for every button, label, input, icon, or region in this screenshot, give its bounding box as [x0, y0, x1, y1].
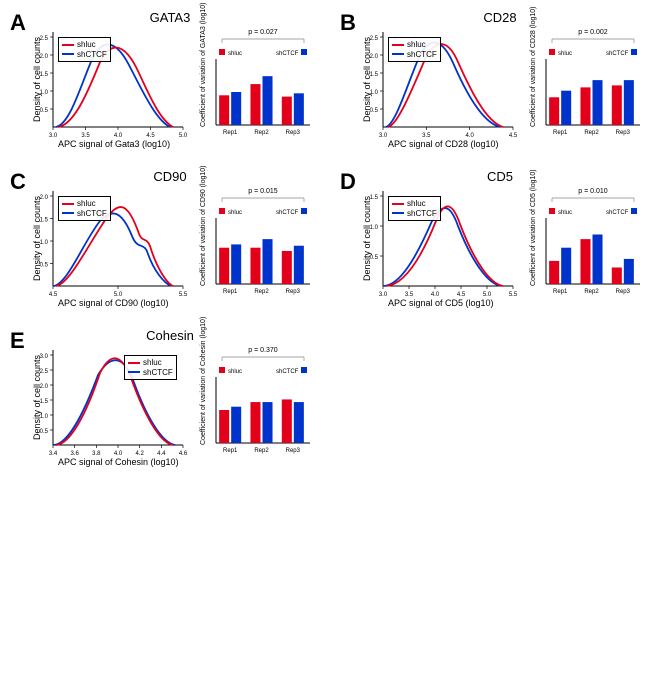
bar-svg: p = 0.010 shluc shCTCF Rep1 Rep2 Rep3: [524, 186, 644, 296]
bar-svg: p = 0.015 shluc shCTCF Rep1 Rep2 Rep3: [194, 186, 314, 296]
svg-text:shluc: shluc: [228, 210, 242, 216]
svg-text:shCTCF: shCTCF: [606, 210, 629, 216]
panel-D: D CD5 0.5 1.0 1.5 3.0 3.5 4.0 4.5 5.0 5.…: [340, 169, 650, 308]
svg-text:Rep2: Rep2: [584, 130, 599, 136]
svg-text:p = 0.002: p = 0.002: [578, 29, 607, 36]
svg-text:p = 0.015: p = 0.015: [248, 188, 277, 195]
bar-ylab: Coefficient of variation of GATA3 (log10…: [200, 2, 207, 127]
svg-text:3.0: 3.0: [49, 133, 58, 139]
density-legend: shluc shCTCF: [124, 355, 177, 380]
density-plot: 0.5 1.0 1.5 2.0 4.5 5.0 5.5 shluc shCTCF…: [28, 186, 188, 308]
panel-letter: C: [10, 169, 26, 195]
svg-text:shluc: shluc: [558, 51, 572, 57]
panel-letter: B: [340, 10, 356, 36]
bar-ylab: Coefficient of variation of CD28 (log10): [530, 7, 537, 128]
svg-text:shCTCF: shCTCF: [606, 51, 629, 57]
svg-text:p = 0.010: p = 0.010: [578, 188, 607, 195]
density-ylab: Density of cell counts: [32, 37, 42, 122]
svg-text:Rep2: Rep2: [254, 130, 269, 136]
density-ylab: Density of cell counts: [32, 196, 42, 281]
density-xlab: APC signal of CD90 (log10): [58, 298, 169, 308]
density-legend: shluc shCTCF: [388, 37, 441, 62]
bar-ylab: Coefficient of variation of CD5 (log10): [530, 169, 537, 286]
bar-chart: p = 0.370 shluc shCTCF Rep1Rep2Rep3 Coef…: [194, 345, 314, 455]
svg-text:shCTCF: shCTCF: [276, 51, 299, 57]
panel-letter: E: [10, 328, 25, 354]
panel-E: E Cohesin 0.5 1.0 1.5 2.0 2.5 3.0 3.4 3.…: [10, 328, 330, 467]
svg-text:shCTCF: shCTCF: [276, 369, 299, 375]
panel-title: GATA3: [10, 10, 330, 25]
panel-B: B CD28 0.5 1.0 1.5 2.0 2.5 3.0 3.5 4.0 4…: [340, 10, 650, 149]
svg-text:p = 0.370: p = 0.370: [248, 347, 277, 354]
svg-text:Rep2: Rep2: [584, 289, 599, 295]
svg-text:Rep1: Rep1: [223, 289, 238, 295]
svg-text:Rep3: Rep3: [286, 448, 301, 454]
svg-text:shluc: shluc: [558, 210, 572, 216]
density-plot: 0.5 1.0 1.5 2.0 2.5 3.0 3.5 4.0 4.5 5.0 …: [28, 27, 188, 149]
panel-letter: A: [10, 10, 26, 36]
bar-svg: p = 0.370 shluc shCTCF Rep1 Rep2 Rep3: [194, 345, 314, 455]
panel-title: CD90: [10, 169, 330, 184]
svg-text:3.0: 3.0: [379, 292, 388, 298]
bar-chart: p = 0.010 shluc shCTCF Rep1Rep2Rep3 Coef…: [524, 186, 644, 296]
svg-text:5.0: 5.0: [179, 133, 188, 139]
bar-svg: p = 0.002 shluc shCTCF Rep1 Rep2 Rep3: [524, 27, 644, 137]
svg-text:4.5: 4.5: [49, 292, 58, 298]
svg-text:Rep3: Rep3: [286, 289, 301, 295]
density-xlab: APC signal of Gata3 (log10): [58, 139, 170, 149]
bar-ylab: Coefficient of variation of CD90 (log10): [200, 166, 207, 287]
svg-text:shCTCF: shCTCF: [276, 210, 299, 216]
panel-A: A GATA3 0.5 1.0 1.5 2.0 2.5 3.0 3.5 4.0 …: [10, 10, 330, 149]
panel-title: CD5: [340, 169, 650, 184]
svg-text:Rep1: Rep1: [553, 130, 568, 136]
panel-title: CD28: [340, 10, 650, 25]
svg-text:shluc: shluc: [228, 51, 242, 57]
density-xlab: APC signal of Cohesin (log10): [58, 457, 179, 467]
svg-text:3.4: 3.4: [49, 451, 58, 457]
svg-text:Rep3: Rep3: [286, 130, 301, 136]
svg-text:5.5: 5.5: [179, 292, 188, 298]
svg-text:Rep1: Rep1: [223, 448, 238, 454]
svg-text:Rep1: Rep1: [223, 130, 238, 136]
svg-text:5.5: 5.5: [509, 292, 518, 298]
density-legend: shluc shCTCF: [58, 196, 111, 221]
svg-text:3.0: 3.0: [379, 133, 388, 139]
density-xlab: APC signal of CD5 (log10): [388, 298, 494, 308]
density-ylab: Density of cell counts: [362, 37, 372, 122]
density-legend: shluc shCTCF: [58, 37, 111, 62]
svg-text:Rep2: Rep2: [254, 289, 269, 295]
density-plot: 0.5 1.0 1.5 2.0 2.5 3.0 3.4 3.6 3.8 4.0 …: [28, 345, 188, 467]
bar-chart: p = 0.015 shluc shCTCF Rep1Rep2Rep3 Coef…: [194, 186, 314, 296]
density-plot: 0.5 1.0 1.5 2.0 2.5 3.0 3.5 4.0 4.5 shlu…: [358, 27, 518, 149]
panel-letter: D: [340, 169, 356, 195]
panel-title: Cohesin: [10, 328, 330, 343]
density-xlab: APC signal of CD28 (log10): [388, 139, 499, 149]
svg-text:4.5: 4.5: [509, 133, 518, 139]
svg-text:shluc: shluc: [228, 369, 242, 375]
bar-svg: p = 0.027 shluc shCTCF Rep1 Rep2 Rep3: [194, 27, 314, 137]
svg-text:p = 0.027: p = 0.027: [248, 29, 277, 36]
bar-chart: p = 0.002 shluc shCTCF Rep1Rep2Rep3 Coef…: [524, 27, 644, 137]
svg-text:Rep3: Rep3: [616, 130, 631, 136]
svg-text:4.6: 4.6: [179, 451, 188, 457]
bar-chart: p = 0.027 shluc shCTCF Rep1Rep2Rep3 Coef…: [194, 27, 314, 137]
density-plot: 0.5 1.0 1.5 3.0 3.5 4.0 4.5 5.0 5.5 shlu…: [358, 186, 518, 308]
bar-ylab: Coefficient of variation of Cohesin (log…: [200, 317, 207, 445]
density-ylab: Density of cell counts: [362, 196, 372, 281]
svg-text:Rep3: Rep3: [616, 289, 631, 295]
svg-text:Rep1: Rep1: [553, 289, 568, 295]
density-legend: shluc shCTCF: [388, 196, 441, 221]
svg-text:Rep2: Rep2: [254, 448, 269, 454]
panel-C: C CD90 0.5 1.0 1.5 2.0 4.5 5.0 5.5 shluc: [10, 169, 330, 308]
density-ylab: Density of cell counts: [32, 355, 42, 440]
